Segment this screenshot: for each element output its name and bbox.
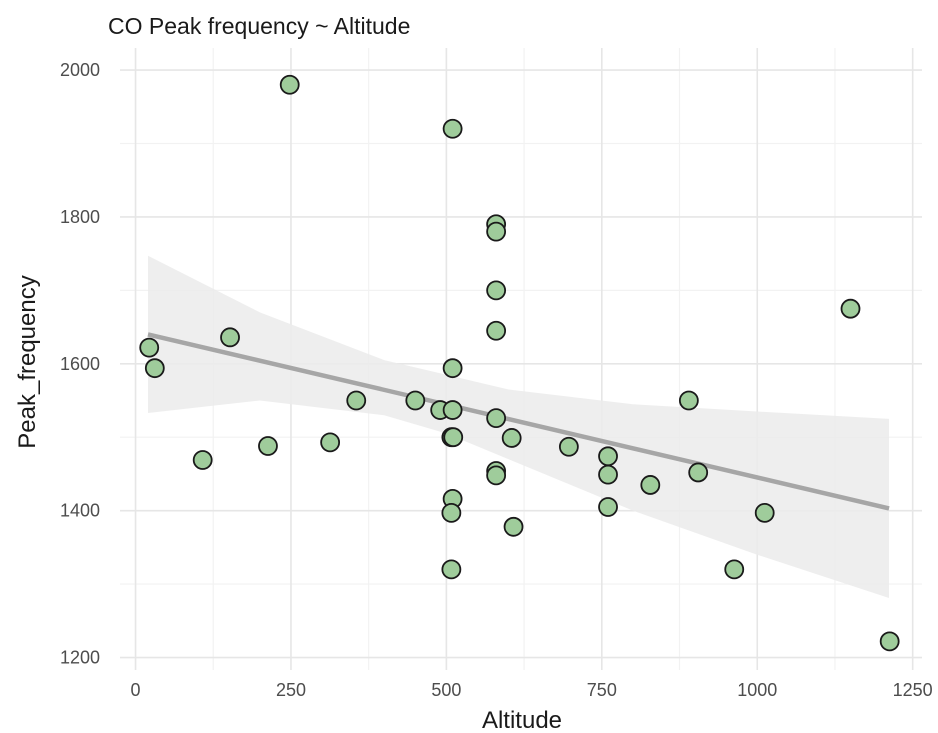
y-tick-label: 1400	[60, 501, 100, 521]
confidence-band-area	[148, 255, 889, 599]
minor-gridlines	[120, 48, 922, 670]
data-point	[405, 390, 426, 411]
y-tick-label: 2000	[60, 60, 100, 80]
data-point	[220, 327, 240, 348]
data-point	[442, 358, 463, 379]
data-point	[486, 320, 507, 341]
y-axis-tick-labels: 1200 1400 1600 1800 2000	[60, 60, 100, 667]
x-axis-title: Altitude	[482, 707, 562, 733]
x-tick-label: 1250	[893, 680, 933, 700]
data-point	[598, 497, 618, 517]
data-point	[443, 427, 464, 448]
data-point	[678, 390, 699, 411]
data-point	[486, 280, 507, 301]
x-tick-label: 250	[276, 680, 306, 700]
data-point	[688, 462, 709, 483]
data-point	[598, 464, 618, 485]
data-point	[139, 337, 160, 358]
data-point	[258, 436, 278, 456]
y-tick-label: 1800	[60, 207, 100, 227]
data-point	[442, 118, 463, 139]
y-tick-label: 1200	[60, 648, 100, 668]
x-axis-tick-labels: 0 250 500 750 1000 1250	[131, 680, 933, 700]
data-point	[320, 432, 341, 453]
data-point	[640, 475, 661, 495]
confidence-band	[148, 255, 889, 599]
data-point	[486, 465, 507, 486]
chart-title: CO Peak frequency ~ Altitude	[108, 13, 410, 39]
y-tick-label: 1600	[60, 354, 100, 374]
x-tick-label: 500	[431, 680, 461, 700]
x-tick-label: 0	[131, 680, 141, 700]
data-point	[279, 74, 300, 95]
data-point	[558, 436, 579, 457]
data-point	[144, 358, 165, 379]
data-point	[754, 502, 775, 523]
data-point	[486, 221, 507, 242]
data-point	[346, 390, 367, 411]
major-gridlines	[120, 48, 922, 670]
data-point	[503, 516, 524, 537]
data-point	[724, 559, 745, 580]
trend-line-group	[147, 332, 890, 511]
data-point	[879, 631, 900, 652]
trend-line	[147, 332, 890, 511]
data-point	[441, 559, 462, 580]
data-point	[598, 446, 618, 467]
x-tick-label: 750	[587, 680, 617, 700]
x-tick-label: 1000	[737, 680, 777, 700]
data-points	[139, 74, 900, 652]
data-point	[442, 400, 463, 420]
data-point	[486, 408, 507, 429]
data-point	[192, 450, 213, 470]
data-point	[501, 428, 522, 448]
data-point	[441, 502, 462, 523]
y-axis-title: Peak_frequency	[14, 275, 41, 448]
data-point	[840, 298, 861, 319]
